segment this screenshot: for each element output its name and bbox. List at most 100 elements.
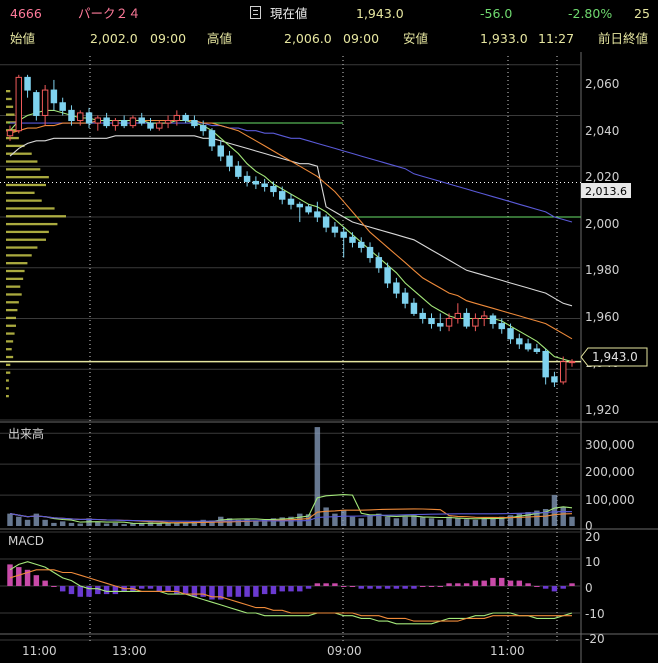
macd-histogram-bar bbox=[16, 567, 22, 586]
volume-bar bbox=[51, 522, 57, 526]
candle-body bbox=[533, 348, 541, 352]
candle-body bbox=[15, 76, 23, 132]
current-price-box: 1,943.0 bbox=[580, 347, 648, 367]
macd-histogram-bar bbox=[42, 580, 48, 586]
macd-histogram-bar bbox=[542, 586, 549, 589]
candle-body bbox=[507, 328, 514, 340]
macd-histogram-bar bbox=[446, 583, 452, 586]
candle-body bbox=[191, 120, 198, 127]
volume-bar bbox=[138, 522, 145, 526]
candle-body bbox=[454, 312, 462, 319]
volume-axis: 300,000 200,000 100,000 0 bbox=[585, 438, 635, 533]
volume-profile-bar bbox=[6, 238, 46, 241]
volume-profile-bar bbox=[6, 254, 32, 257]
candle-body bbox=[375, 257, 383, 269]
volume-profile-bar bbox=[6, 340, 14, 343]
macd-histogram-bar bbox=[428, 586, 435, 587]
macd-tick: 0 bbox=[585, 581, 593, 595]
low-value: 1,933.0 bbox=[480, 31, 528, 46]
macd-histogram-bar bbox=[7, 564, 13, 586]
candle-body bbox=[77, 112, 84, 122]
macd-tick: -20 bbox=[585, 632, 605, 646]
candlesticks bbox=[6, 74, 576, 388]
macd-histogram bbox=[7, 564, 575, 600]
macd-histogram-bar bbox=[463, 583, 470, 586]
candle-body bbox=[559, 361, 567, 383]
candle-body bbox=[226, 155, 233, 167]
session-separators bbox=[89, 56, 558, 642]
candle-body bbox=[568, 361, 576, 364]
volume-bar bbox=[68, 522, 75, 526]
candle-body bbox=[138, 117, 145, 124]
macd-histogram-bar bbox=[51, 586, 57, 587]
candle-body bbox=[551, 376, 558, 383]
candle-body bbox=[164, 120, 172, 124]
macd-histogram-bar bbox=[411, 586, 417, 589]
macd-histogram-bar bbox=[490, 577, 496, 586]
volume-bar bbox=[376, 513, 382, 526]
high-label: 高値 bbox=[207, 31, 233, 46]
volume-bar bbox=[77, 523, 83, 526]
quote-header: 4666 パーク２４ 現在値 1,943.0 -56.0 -2.80% 25 始… bbox=[0, 0, 658, 52]
candle-body bbox=[498, 323, 505, 330]
candle-body bbox=[243, 175, 251, 182]
candle-body bbox=[156, 122, 163, 129]
volume-bar bbox=[270, 518, 277, 526]
mid-ma-line bbox=[9, 119, 573, 340]
volume-profile-bar bbox=[6, 105, 14, 108]
candle-body bbox=[419, 312, 426, 319]
candle-body bbox=[68, 109, 75, 122]
volume-bar bbox=[455, 518, 461, 526]
volume-profile-bar bbox=[6, 285, 21, 288]
marker-label-box: 2,013.6 bbox=[581, 183, 631, 198]
open-label: 始値 bbox=[10, 31, 36, 46]
volume-bar bbox=[33, 513, 40, 526]
volume-profile-bar bbox=[6, 262, 28, 265]
candle-body bbox=[208, 130, 216, 147]
macd-axis: 20 10 0 -10 -20 bbox=[585, 530, 605, 646]
volume-bar bbox=[358, 518, 364, 526]
price-change: -56.0 bbox=[480, 6, 513, 21]
volume-bar bbox=[507, 515, 514, 526]
volume-bar bbox=[182, 522, 189, 526]
macd-histogram-bar bbox=[419, 586, 426, 587]
prev-close-label: 前日終値 bbox=[598, 31, 649, 46]
document-icon[interactable] bbox=[250, 6, 261, 19]
volume-profile-bar bbox=[6, 387, 9, 390]
volume-bar bbox=[191, 521, 198, 526]
volume-profile-bar bbox=[6, 293, 22, 296]
candle-body bbox=[147, 122, 154, 129]
volume-profile-bar bbox=[6, 332, 15, 335]
volume-bar bbox=[156, 523, 163, 526]
volume-short-ma bbox=[9, 494, 573, 524]
high-value: 2,006.0 bbox=[284, 31, 332, 46]
stock-code: 4666 bbox=[10, 6, 42, 21]
candle-body bbox=[261, 183, 268, 188]
grid-lines bbox=[0, 64, 581, 641]
volume-bar bbox=[472, 519, 479, 526]
macd-histogram-bar bbox=[455, 583, 461, 586]
macd-histogram-bar bbox=[156, 586, 163, 592]
low-label: 安値 bbox=[403, 31, 429, 46]
macd-histogram-bar bbox=[103, 586, 110, 595]
volume-long-ma bbox=[9, 511, 573, 522]
macd-histogram-bar bbox=[305, 586, 312, 589]
macd-histogram-bar bbox=[384, 586, 391, 589]
candle-body bbox=[59, 102, 66, 111]
volume-bar bbox=[174, 523, 180, 526]
volume-bar bbox=[525, 512, 531, 526]
macd-histogram-bar bbox=[534, 586, 540, 587]
stock-chart[interactable]: 2,060 2,040 2,020 2,000 1,980 1,960 1,94… bbox=[0, 52, 658, 663]
volume-profile-bar bbox=[6, 90, 11, 93]
volume-bar bbox=[130, 523, 136, 526]
macd-histogram-bar bbox=[367, 586, 373, 589]
time-axis: 11:00 13:00 09:00 11:00 bbox=[22, 644, 525, 658]
macd-histogram-bar bbox=[200, 586, 206, 597]
candle-body bbox=[33, 92, 40, 116]
volume-bar bbox=[393, 518, 400, 526]
macd-histogram-bar bbox=[499, 577, 505, 586]
volume-bar bbox=[349, 516, 356, 526]
price-tick: 2,060 bbox=[585, 77, 619, 91]
candle-body bbox=[516, 338, 523, 345]
current-price-label: 現在値 bbox=[270, 6, 308, 21]
